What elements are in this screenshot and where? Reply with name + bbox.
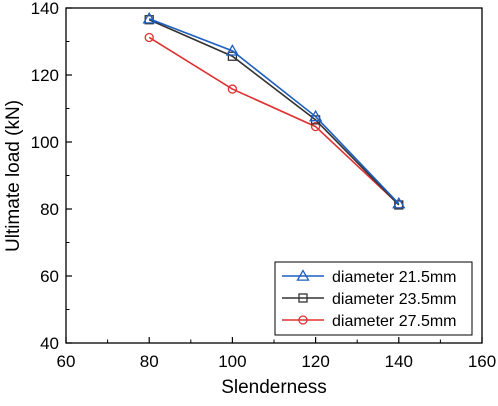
data-point	[392, 196, 406, 209]
legend-item: diameter 23.5mm	[282, 291, 457, 308]
legend-marker	[296, 269, 310, 281]
legend-label: diameter 23.5mm	[332, 291, 457, 308]
y-tick-label: 80	[40, 200, 59, 219]
legend-item: diameter 21.5mm	[282, 269, 457, 286]
legend-label: diameter 27.5mm	[332, 313, 457, 330]
series-layer	[142, 11, 406, 210]
series-diameter-21-5mm	[142, 11, 406, 209]
series-line	[148, 36, 400, 206]
x-tick-label: 120	[301, 352, 329, 371]
series-diameter-23-5mm	[144, 15, 404, 210]
data-point	[142, 11, 156, 24]
x-tick-label: 60	[57, 352, 76, 371]
y-tick-label: 100	[31, 133, 59, 152]
legend-marker	[298, 315, 308, 325]
y-tick-label: 60	[40, 267, 59, 286]
series-diameter-27-5mm	[144, 32, 404, 210]
data-point	[227, 51, 238, 61]
data-point	[310, 121, 321, 132]
legend-marker	[298, 293, 308, 303]
x-tick-label: 100	[218, 352, 246, 371]
data-point	[227, 84, 238, 94]
legend: diameter 21.5mm diameter 23.5mm diameter 2…	[274, 261, 473, 336]
series-line	[148, 17, 400, 205]
legend-items: diameter 21.5mm diameter 23.5mm diameter 2…	[282, 269, 457, 330]
y-tick-label: 120	[31, 66, 59, 85]
series-line	[148, 18, 400, 206]
y-tick-label: 40	[40, 334, 59, 353]
y-tick-label: 140	[31, 0, 59, 18]
legend-item: diameter 27.5mm	[282, 313, 457, 330]
y-axis-title: Ultimate load (kN)	[3, 100, 24, 252]
data-point	[144, 32, 154, 43]
legend-label: diameter 21.5mm	[332, 269, 457, 286]
data-point	[308, 109, 323, 122]
x-axis-title: Slenderness	[221, 377, 327, 398]
x-tick-label: 140	[385, 352, 413, 371]
data-point	[225, 44, 240, 56]
x-tick-label: 80	[140, 352, 159, 371]
x-tick-label: 160	[468, 352, 496, 371]
